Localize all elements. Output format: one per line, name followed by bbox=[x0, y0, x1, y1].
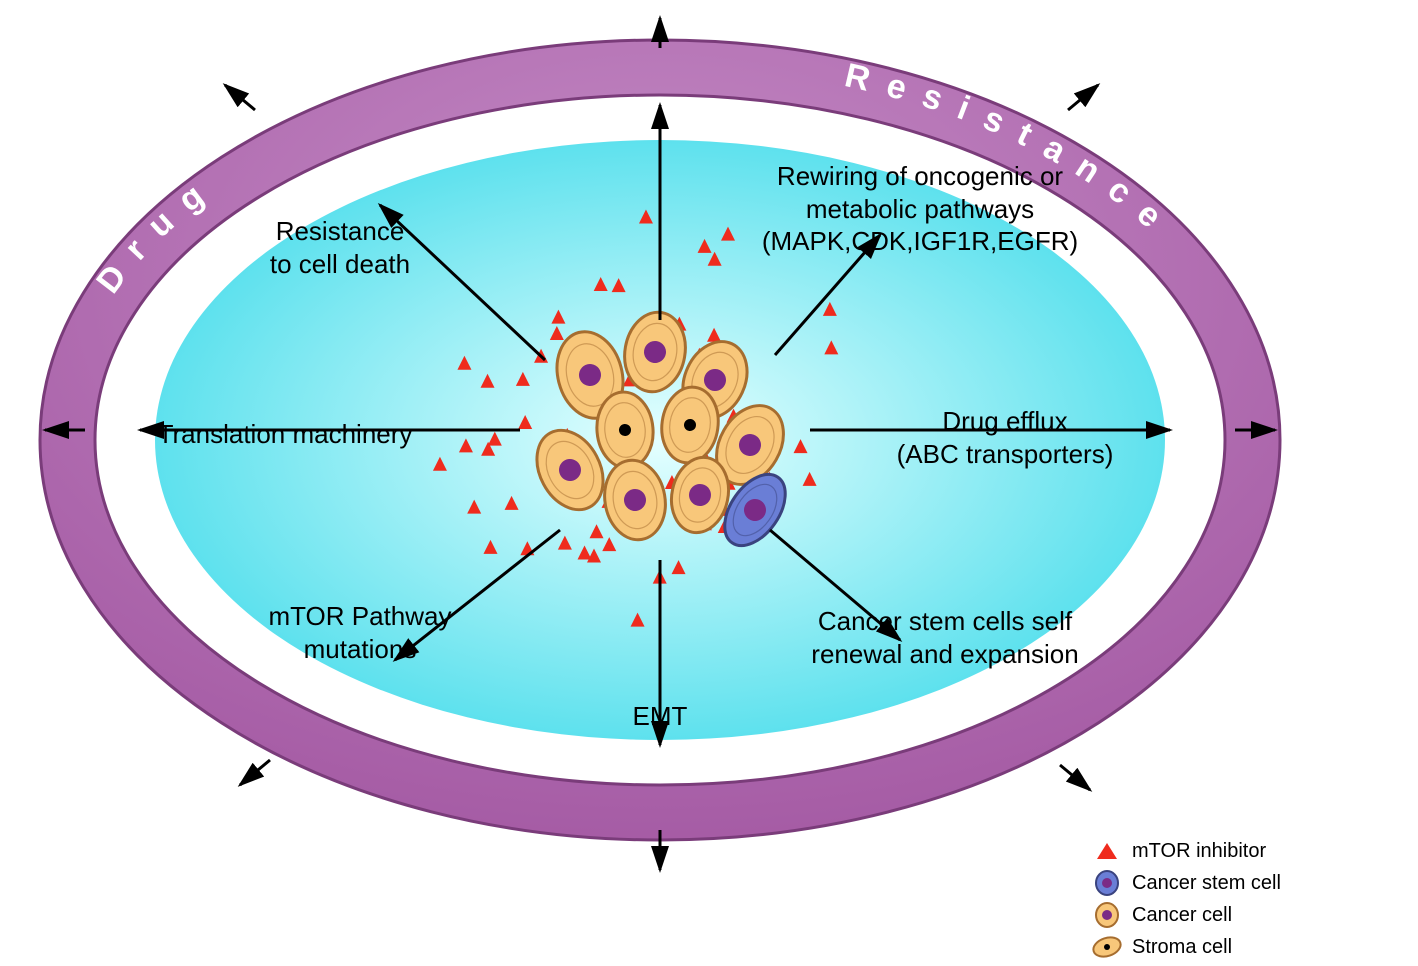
arrow-outer-2 bbox=[1068, 85, 1098, 110]
label-rewiring: Rewiring of oncogenic or metabolic pathw… bbox=[720, 160, 1120, 258]
legend-item-tri: mTOR inhibitor bbox=[1090, 838, 1281, 864]
label-mtor_mut: mTOR Pathway mutations bbox=[160, 600, 560, 665]
label-efflux: Drug efflux (ABC transporters) bbox=[805, 405, 1205, 470]
label-csc: Cancer stem cells self renewal and expan… bbox=[745, 605, 1145, 670]
legend-label: mTOR inhibitor bbox=[1132, 840, 1266, 863]
legend-swatch-tri bbox=[1090, 838, 1124, 864]
legend-swatch-stem bbox=[1090, 870, 1124, 896]
label-resist_death: Resistance to cell death bbox=[140, 215, 540, 280]
legend-label: Cancer cell bbox=[1132, 904, 1232, 927]
label-transl: Translation machinery bbox=[85, 418, 485, 451]
legend-label: Cancer stem cell bbox=[1132, 872, 1281, 895]
legend: mTOR inhibitor Cancer stem cell Cancer cel… bbox=[1090, 838, 1281, 966]
label-emt: EMT bbox=[460, 700, 860, 733]
legend-swatch-stroma bbox=[1090, 934, 1124, 960]
legend-item-stroma: Stroma cell bbox=[1090, 934, 1281, 960]
legend-label: Stroma cell bbox=[1132, 936, 1232, 959]
legend-swatch-cancer bbox=[1090, 902, 1124, 928]
arrow-outer-6 bbox=[1060, 765, 1090, 790]
arrow-outer-5 bbox=[240, 760, 270, 785]
legend-item-stem: Cancer stem cell bbox=[1090, 870, 1281, 896]
legend-item-cancer: Cancer cell bbox=[1090, 902, 1281, 928]
arrow-outer-1 bbox=[225, 85, 255, 110]
